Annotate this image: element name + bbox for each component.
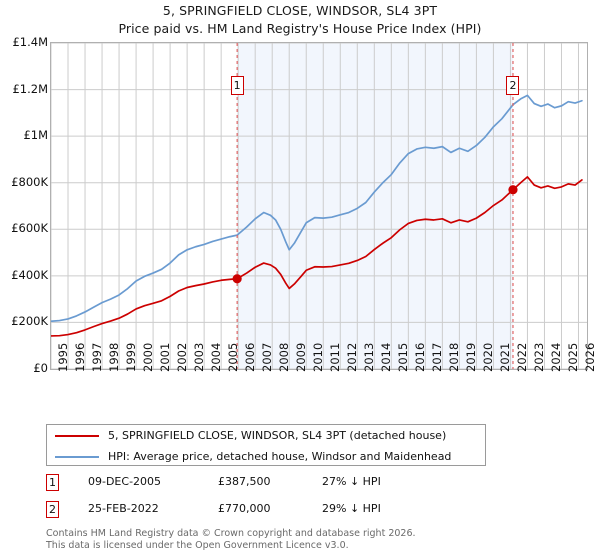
y-axis-tick-label: £200K: [11, 314, 48, 329]
legend-label-hpi: HPI: Average price, detached house, Wind…: [108, 450, 452, 463]
transaction-badge: 2: [46, 501, 59, 518]
legend-item-hpi: HPI: Average price, detached house, Wind…: [47, 446, 485, 467]
x-axis-tick-label: 2018: [447, 342, 462, 372]
x-axis-tick-label: 2025: [566, 342, 581, 372]
x-axis-tick-label: 1998: [107, 342, 122, 372]
x-axis-tick-label: 2020: [481, 342, 496, 372]
x-axis-tick-label: 2003: [192, 342, 207, 372]
table-row[interactable]: 2 25-FEB-2022 £770,000 29% ↓ HPI: [46, 501, 466, 523]
x-axis-tick-label: 2024: [549, 342, 564, 372]
x-axis-tick-label: 2002: [175, 342, 190, 372]
table-row[interactable]: 1 09-DEC-2005 £387,500 27% ↓ HPI: [46, 474, 466, 496]
x-axis-tick-label: 1999: [124, 342, 139, 372]
x-axis-tick-label: 2015: [396, 342, 411, 372]
x-axis-tick-label: 2004: [209, 342, 224, 372]
footer-line-1: Contains HM Land Registry data © Crown c…: [46, 528, 416, 539]
y-axis-tick-label: £600K: [11, 221, 48, 236]
y-axis-tick-label: £1.2M: [12, 81, 48, 96]
transaction-date: 09-DEC-2005: [88, 475, 162, 488]
x-axis-tick-label: 2011: [328, 342, 343, 372]
chart-legend: 5, SPRINGFIELD CLOSE, WINDSOR, SL4 3PT (…: [46, 424, 486, 466]
transaction-hpi-delta: 29% ↓ HPI: [322, 502, 381, 515]
x-axis-tick-label: 2009: [294, 342, 309, 372]
page-title: 5, SPRINGFIELD CLOSE, WINDSOR, SL4 3PT: [162, 3, 438, 18]
legend-item-price-paid: 5, SPRINGFIELD CLOSE, WINDSOR, SL4 3PT (…: [47, 425, 485, 446]
x-axis-tick-label: 2019: [464, 342, 479, 372]
legend-swatch-price-paid: [55, 434, 99, 437]
chart-callout-marker[interactable]: 1: [230, 76, 244, 95]
x-axis-tick-label: 2021: [498, 342, 513, 372]
legend-swatch-hpi: [55, 455, 99, 458]
x-axis-tick-label: 2022: [515, 342, 530, 372]
transaction-badge: 1: [46, 474, 59, 491]
x-axis-tick-label: 2012: [345, 342, 360, 372]
x-axis-tick-label: 2007: [260, 342, 275, 372]
x-axis-tick-label: 2008: [277, 342, 292, 372]
footer-line-2: This data is licensed under the Open Gov…: [46, 539, 349, 551]
page-subtitle: Price paid vs. HM Land Registry's House …: [118, 21, 482, 36]
transaction-price: £387,500: [218, 475, 271, 488]
y-axis-tick-label: £400K: [11, 267, 48, 282]
x-axis-tick-label: 2013: [362, 342, 377, 372]
x-axis-tick-label: 1997: [90, 342, 105, 372]
x-axis-tick-label: 2005: [226, 342, 241, 372]
x-axis-tick-label: 1996: [73, 342, 88, 372]
legend-label-price-paid: 5, SPRINGFIELD CLOSE, WINDSOR, SL4 3PT (…: [108, 429, 447, 442]
transaction-date: 25-FEB-2022: [88, 502, 159, 515]
x-axis-tick-label: 2026: [583, 342, 598, 372]
x-axis-tick-label: 2006: [243, 342, 258, 372]
x-axis-tick-label: 2000: [141, 342, 156, 372]
chart-callout-marker[interactable]: 2: [506, 76, 520, 95]
transaction-price: £770,000: [218, 502, 271, 515]
transaction-hpi-delta: 27% ↓ HPI: [322, 475, 381, 488]
chart-plot-area: [50, 42, 588, 370]
x-axis-tick-label: 2016: [413, 342, 428, 372]
x-axis-tick-label: 2001: [158, 342, 173, 372]
y-axis-tick-label: £1.4M: [12, 35, 48, 49]
x-axis-tick-label: 2023: [532, 342, 547, 372]
chart-canvas: [51, 43, 587, 369]
x-axis-tick-label: 1995: [56, 342, 70, 372]
x-axis-tick-label: 2017: [430, 342, 445, 372]
y-axis-tick-label: £1M: [23, 128, 48, 143]
footer-attribution: Contains HM Land Registry data © Crown c…: [46, 528, 586, 551]
y-axis-tick-label: £0: [33, 361, 48, 375]
x-axis-tick-label: 2010: [311, 342, 326, 372]
y-axis-tick-label: £800K: [11, 174, 48, 189]
x-axis-tick-label: 2014: [379, 342, 394, 372]
